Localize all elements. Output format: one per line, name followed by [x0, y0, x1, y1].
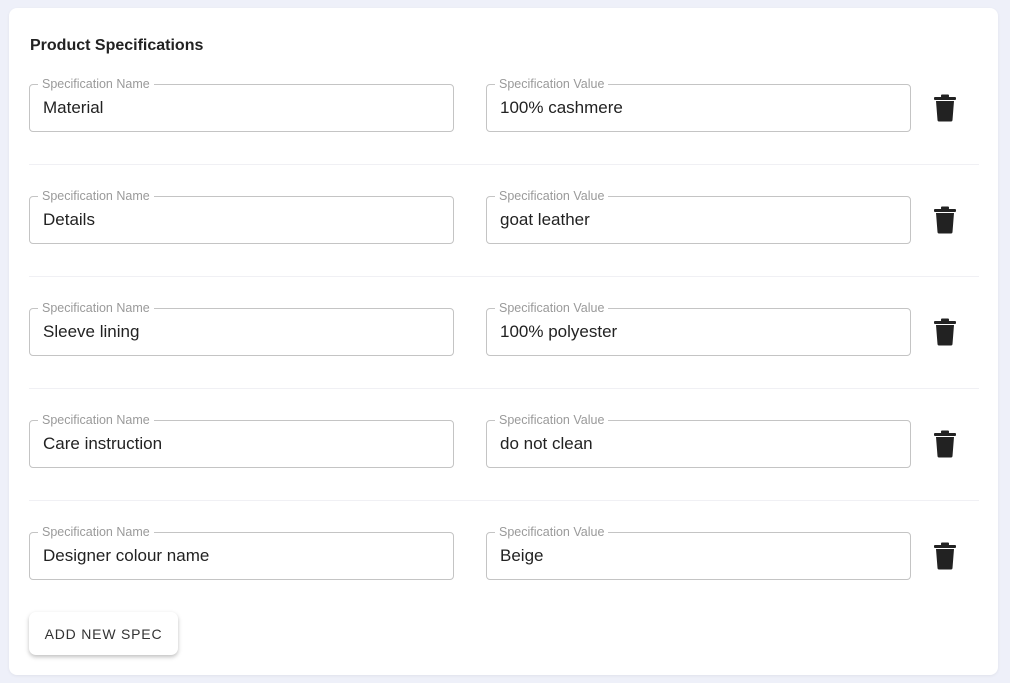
spec-name-field[interactable]: Specification Name Sleeve lining: [29, 300, 454, 356]
spec-value-input[interactable]: Beige: [500, 546, 544, 565]
spec-value-input[interactable]: do not clean: [500, 434, 593, 453]
spec-value-field[interactable]: Specification Value 100% cashmere: [486, 76, 911, 132]
spec-value-input[interactable]: goat leather: [500, 210, 590, 229]
spec-name-input[interactable]: Details: [43, 210, 95, 229]
spec-name-input[interactable]: Care instruction: [43, 434, 163, 453]
row-divider: [29, 276, 979, 277]
spec-value-label: Specification Value: [495, 412, 609, 428]
spec-value-field[interactable]: Specification Value Beige: [486, 524, 911, 580]
spec-name-label: Specification Name: [38, 524, 154, 540]
spec-value-label: Specification Value: [495, 300, 609, 316]
spec-value-input[interactable]: 100% cashmere: [500, 98, 623, 117]
spec-row: Specification Name Details Specification…: [29, 188, 979, 308]
row-divider: [29, 164, 979, 165]
product-specifications-card: Product Specifications Specification Nam…: [9, 8, 998, 675]
spec-row: Specification Name Care instruction Spec…: [29, 412, 979, 532]
trash-icon[interactable]: [933, 430, 957, 458]
spec-value-field[interactable]: Specification Value goat leather: [486, 188, 911, 244]
spec-value-label: Specification Value: [495, 76, 609, 92]
trash-icon[interactable]: [933, 542, 957, 570]
spec-name-field[interactable]: Specification Name Care instruction: [29, 412, 454, 468]
spec-value-label: Specification Value: [495, 188, 609, 204]
trash-icon[interactable]: [933, 206, 957, 234]
spec-name-field[interactable]: Specification Name Details: [29, 188, 454, 244]
spec-row: Specification Name Material Specificatio…: [29, 76, 979, 196]
spec-name-label: Specification Name: [38, 76, 154, 92]
spec-value-label: Specification Value: [495, 524, 609, 540]
row-divider: [29, 500, 979, 501]
add-new-spec-button[interactable]: ADD NEW SPEC: [29, 612, 178, 655]
spec-name-input[interactable]: Material: [43, 98, 104, 117]
trash-icon[interactable]: [933, 94, 957, 122]
spec-name-input[interactable]: Designer colour name: [43, 546, 210, 565]
trash-icon[interactable]: [933, 318, 957, 346]
row-divider: [29, 388, 979, 389]
spec-name-field[interactable]: Specification Name Material: [29, 76, 454, 132]
spec-name-field[interactable]: Specification Name Designer colour name: [29, 524, 454, 580]
spec-name-label: Specification Name: [38, 300, 154, 316]
spec-name-label: Specification Name: [38, 412, 154, 428]
spec-row: Specification Name Designer colour name …: [29, 524, 979, 644]
spec-name-label: Specification Name: [38, 188, 154, 204]
spec-name-input[interactable]: Sleeve lining: [43, 322, 140, 341]
spec-value-field[interactable]: Specification Value do not clean: [486, 412, 911, 468]
section-title: Product Specifications: [30, 37, 204, 54]
spec-row: Specification Name Sleeve lining Specifi…: [29, 300, 979, 420]
spec-value-input[interactable]: 100% polyester: [500, 322, 618, 341]
spec-value-field[interactable]: Specification Value 100% polyester: [486, 300, 911, 356]
